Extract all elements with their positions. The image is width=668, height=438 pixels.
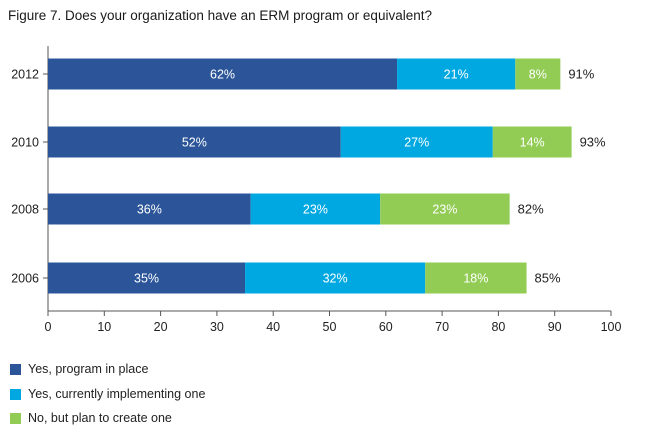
x-tick-label: 60 [379,320,393,334]
legend-label: Yes, program in place [28,362,149,376]
data-label: 21% [444,68,469,82]
chart-title: Figure 7. Does your organization have an… [8,8,432,23]
x-tick-label: 0 [45,320,52,334]
x-tick-label: 20 [154,320,168,334]
y-category-label: 2008 [11,203,39,217]
x-tick-label: 100 [601,320,622,334]
x-tick-label: 40 [266,320,280,334]
bar-segment [245,262,426,294]
bar-segment [48,193,251,225]
data-label: 23% [303,203,328,217]
x-tick-label: 70 [435,320,449,334]
x-tick-label: 50 [323,320,337,334]
y-category-label: 2012 [11,68,39,82]
legend-swatch [10,412,21,424]
data-label: 62% [210,68,235,82]
legend-item-implementing: Yes, currently implementing one [10,387,410,401]
legend-label: No, but plan to create one [28,411,172,425]
legend-swatch [10,388,21,400]
bar-segment [250,193,381,225]
bar-segment [515,58,561,90]
x-tick-label: 90 [548,320,562,334]
total-label: 93% [580,135,606,150]
bar-segment [48,58,398,90]
x-tick-label: 10 [97,320,111,334]
data-label: 35% [134,272,159,286]
stacked-bar-chart: 0 10 20 30 40 50 60 70 80 90 100 2012 62% 21% 8% 91% 201… [11,46,622,334]
data-label: 52% [182,136,207,150]
bar-segment [380,193,510,225]
legend-swatch [10,363,21,375]
bar-segment [340,126,493,158]
x-tick-label: 80 [491,320,505,334]
legend-item-program-in-place: Yes, program in place [10,362,410,376]
bar-segment [48,262,246,294]
data-label: 8% [529,68,547,82]
bar-segment [397,58,516,90]
total-label: 91% [568,67,594,82]
data-label: 27% [404,136,429,150]
bar-segment [425,262,527,294]
data-label: 14% [520,136,545,150]
data-label: 36% [137,203,162,217]
y-category-label: 2006 [11,272,39,286]
x-tick-label: 30 [210,320,224,334]
total-label: 82% [518,202,544,217]
bar-segment [492,126,572,158]
data-label: 18% [463,272,488,286]
bar-segment [48,126,341,158]
data-label: 23% [432,203,457,217]
legend-item-plan-to-create: No, but plan to create one [10,411,410,425]
total-label: 85% [535,271,561,286]
data-label: 32% [323,272,348,286]
legend-label: Yes, currently implementing one [28,387,206,401]
y-category-label: 2010 [11,136,39,150]
